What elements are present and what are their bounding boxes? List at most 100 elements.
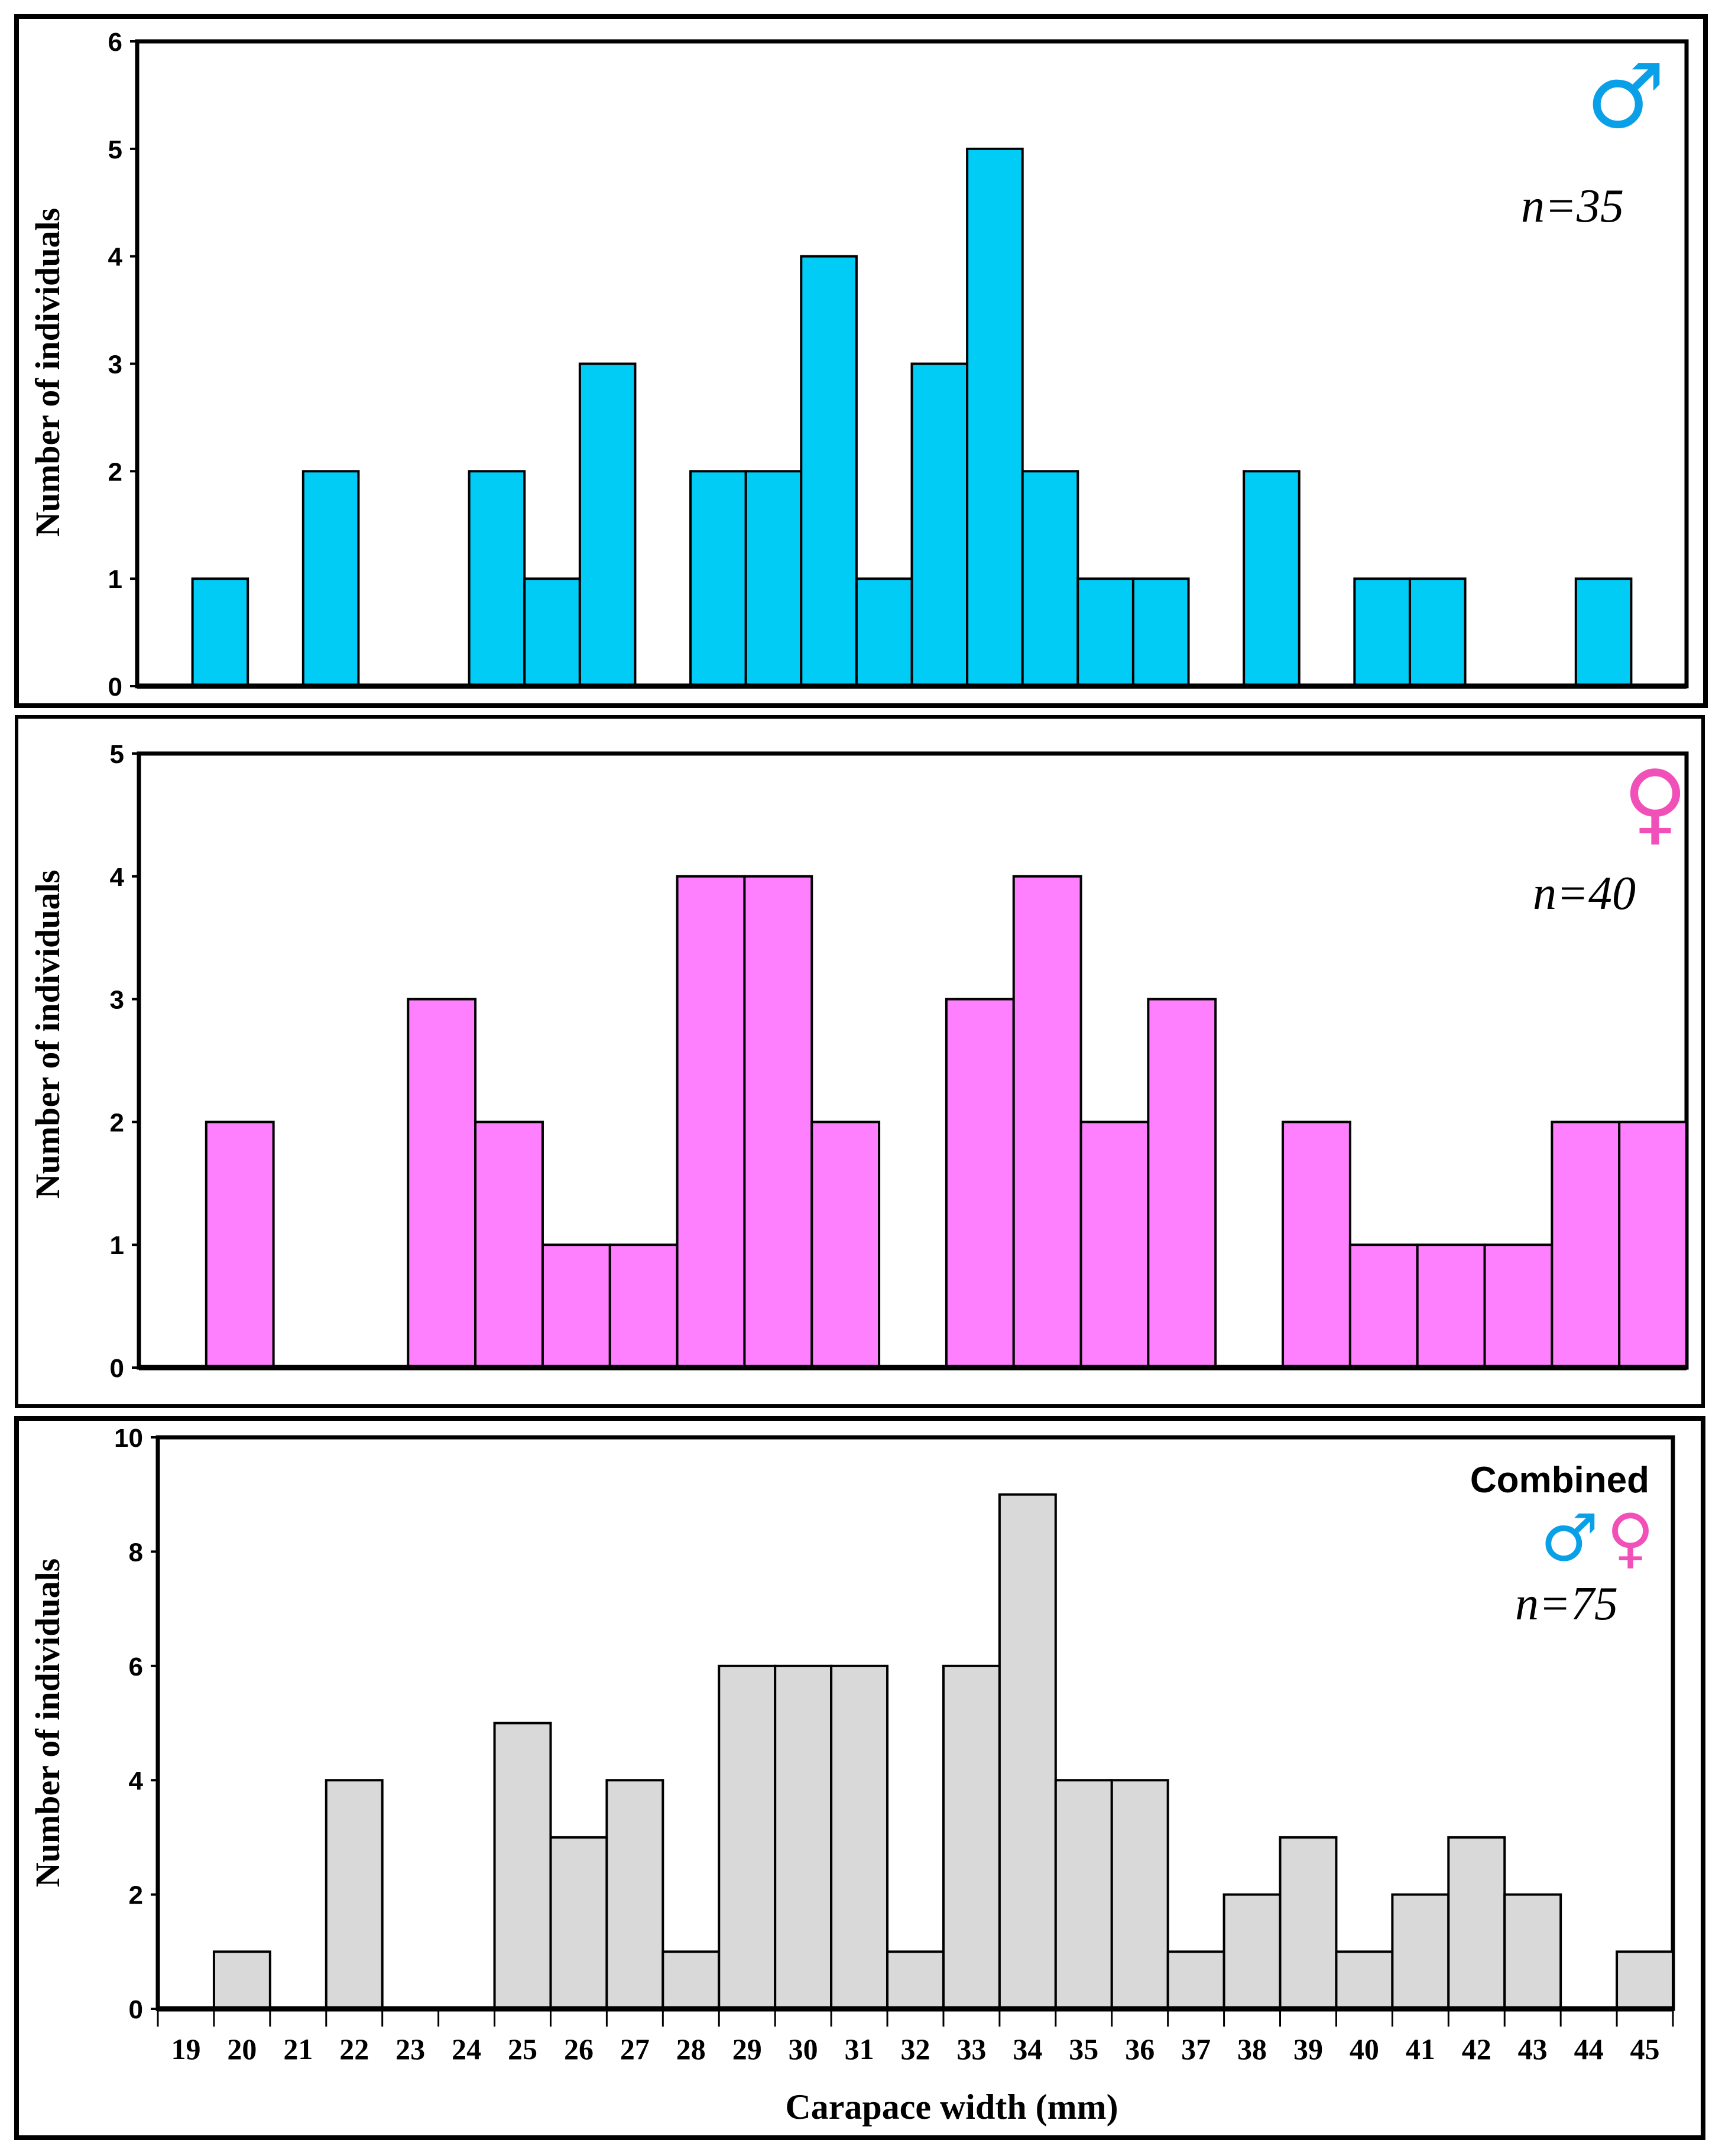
x-tick-label: 38 — [1237, 2032, 1267, 2066]
histogram-bar — [541, 1243, 611, 1369]
female-symbol-icon: ♀ — [1607, 1500, 1655, 1576]
y-tick-label: 4 — [110, 863, 125, 892]
x-tick-label: 31 — [845, 2032, 874, 2066]
x-tick-label: 34 — [1013, 2032, 1042, 2066]
histogram-bar — [1391, 1893, 1450, 2011]
histogram-bar — [578, 362, 637, 687]
y-tick-label: 10 — [114, 1424, 143, 1453]
combined-bars — [155, 1435, 1675, 2012]
histogram-bar — [205, 1121, 275, 1369]
combined-x-ticks: 19 20 21 22 23 24 25 26 27 28 29 30 31 32 33 34 35 36 37 38… — [157, 2009, 1674, 2066]
y-tick-label: 0 — [129, 1995, 143, 2024]
y-tick-label: 2 — [110, 1108, 124, 1137]
histogram-bar — [910, 362, 969, 687]
x-tick-label: 29 — [732, 2032, 762, 2066]
histogram-bar — [744, 470, 803, 687]
histogram-bar — [1282, 1121, 1351, 1369]
histogram-bar — [689, 470, 747, 687]
histogram-bar — [810, 1121, 881, 1369]
female-histogram-panel: 0 1 2 3 4 5 Number of individuals ♀ n=40 — [15, 715, 1705, 1408]
x-tick-label: 33 — [956, 2032, 986, 2066]
histogram-bar — [1079, 1121, 1150, 1369]
histogram-bar — [774, 1664, 833, 2011]
histogram-bar — [549, 1836, 608, 2010]
y-tick-label: 2 — [129, 1881, 143, 1910]
histogram-bar — [1574, 577, 1633, 688]
x-tick-label: 30 — [789, 2032, 818, 2066]
x-tick-label: 45 — [1630, 2032, 1660, 2066]
histogram-bar — [886, 1950, 945, 2011]
histogram-bar — [1243, 470, 1301, 687]
histogram-bar — [301, 470, 360, 687]
female-y-ticks: 0 1 2 3 4 5 — [110, 740, 139, 1383]
x-tick-label: 22 — [339, 2032, 369, 2066]
histogram-bar — [743, 875, 813, 1369]
x-tick-label: 23 — [395, 2032, 425, 2066]
histogram-bar — [493, 1722, 552, 2010]
y-tick-label: 6 — [129, 1652, 143, 1681]
panel-frame — [14, 1416, 1705, 2140]
female-y-axis-label: Number of individuals — [28, 870, 67, 1199]
histogram-bar — [325, 1779, 384, 2010]
male-y-axis-label: Number of individuals — [28, 208, 67, 537]
histogram-bar — [608, 1243, 679, 1369]
histogram-bar — [1408, 577, 1467, 688]
x-tick-label: 20 — [227, 2032, 257, 2066]
x-tick-label: 41 — [1406, 2032, 1435, 2066]
male-symbol-icon: ♂ — [1586, 46, 1665, 148]
x-tick-label: 25 — [508, 2032, 537, 2066]
x-tick-label: 37 — [1181, 2032, 1211, 2066]
x-tick-label: 39 — [1293, 2032, 1323, 2066]
x-tick-label: 26 — [564, 2032, 594, 2066]
histogram-bar — [1054, 1779, 1113, 2010]
histogram-bar — [1483, 1243, 1554, 1369]
female-sample-size: n=40 — [1533, 868, 1636, 920]
y-tick-label: 4 — [108, 243, 123, 272]
histogram-bar — [1012, 875, 1082, 1369]
histogram-bar — [830, 1664, 889, 2011]
histogram-bar — [942, 1664, 1001, 2011]
histogram-bar — [474, 1121, 544, 1369]
x-tick-label: 27 — [620, 2032, 650, 2066]
histogram-bar — [855, 577, 913, 688]
x-tick-label: 28 — [676, 2032, 706, 2066]
histogram-bar — [1616, 1950, 1674, 2011]
y-tick-label: 0 — [108, 673, 122, 702]
x-tick-label: 35 — [1069, 2032, 1098, 2066]
histogram-bar — [1222, 1893, 1282, 2011]
male-histogram-panel: 0 1 2 3 4 5 6 Number of individuals ♂ n=35 — [14, 14, 1708, 708]
combined-y-ticks: 0 2 4 6 8 10 — [114, 1424, 158, 2024]
histogram-bar — [523, 577, 581, 688]
histogram-bar — [1503, 1893, 1562, 2011]
histogram-bar — [1021, 470, 1079, 687]
histogram-bar — [1076, 577, 1134, 688]
histogram-bar — [966, 147, 1024, 688]
histogram-bar — [1110, 1779, 1169, 2010]
y-tick-label: 2 — [108, 457, 122, 486]
histogram-bar — [1335, 1950, 1394, 2011]
histogram-bar — [1551, 1121, 1621, 1369]
y-tick-label: 4 — [129, 1767, 144, 1795]
histogram-bar — [676, 875, 746, 1369]
histogram-bar — [945, 998, 1015, 1369]
histogram-bar — [718, 1664, 777, 2011]
histogram-bar — [1279, 1836, 1338, 2010]
histogram-bar — [1147, 998, 1217, 1369]
x-tick-label: 44 — [1574, 2032, 1604, 2066]
x-tick-label: 42 — [1462, 2032, 1491, 2066]
combined-sample-size: n=75 — [1515, 1578, 1618, 1630]
histogram-bar — [800, 255, 858, 687]
x-tick-label: 21 — [283, 2032, 313, 2066]
x-axis-label: Carapace width (mm) — [785, 2087, 1118, 2126]
panel-frame — [15, 715, 1705, 1408]
male-y-ticks: 0 1 2 3 4 5 6 — [108, 28, 137, 702]
y-tick-label: 1 — [110, 1231, 124, 1260]
histogram-bar — [191, 577, 249, 688]
combined-title: Combined — [1470, 1460, 1649, 1501]
histogram-bar — [661, 1950, 721, 2011]
y-tick-label: 3 — [110, 986, 124, 1015]
x-tick-label: 43 — [1518, 2032, 1548, 2066]
female-bars — [137, 751, 1689, 1371]
